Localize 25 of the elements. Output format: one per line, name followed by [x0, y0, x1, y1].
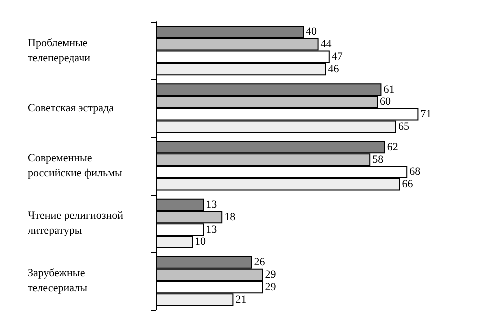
- y-tick-label: Современные российские фильмы: [28, 152, 124, 180]
- y-tick-label: Проблемные телепередачи: [28, 37, 91, 64]
- data-label: 68: [410, 166, 422, 178]
- data-label: 29: [265, 269, 277, 282]
- data-label: 18: [224, 211, 236, 224]
- data-label: 46: [328, 63, 340, 76]
- y-tick-label: Чтение религиозной литературы: [28, 210, 124, 238]
- data-label: 26: [254, 256, 266, 269]
- data-label: 13: [206, 224, 218, 236]
- data-label: 60: [380, 96, 392, 108]
- data-label: 10: [195, 236, 206, 248]
- data-label: 21: [236, 294, 247, 306]
- data-label: 61: [384, 84, 395, 96]
- data-label: 40: [306, 26, 318, 38]
- y-tick-label: Советская эстрада: [28, 102, 114, 114]
- data-label: 66: [402, 178, 414, 191]
- data-label: 65: [398, 120, 410, 133]
- data-label: 44: [320, 38, 332, 51]
- data-label: 71: [420, 108, 432, 121]
- data-label: 13: [206, 199, 218, 212]
- data-label: 62: [387, 141, 398, 154]
- data-label: 47: [332, 50, 344, 63]
- data-label: 29: [265, 281, 277, 294]
- data-label: 58: [372, 154, 384, 166]
- y-tick-label: Зарубежные телесериалы: [28, 268, 88, 295]
